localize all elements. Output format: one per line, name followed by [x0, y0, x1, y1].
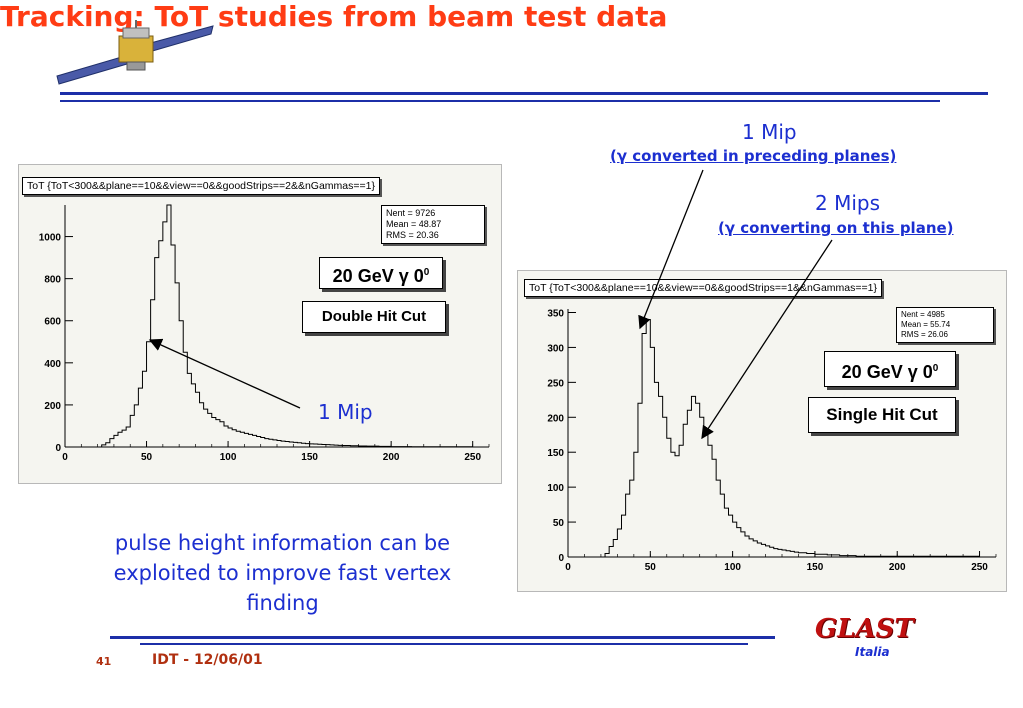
satellite-logo-icon	[56, 20, 214, 85]
left-histogram-line	[65, 204, 473, 448]
left-energy-label: 20 GeV γ 00	[319, 257, 443, 289]
left-histogram: 0 50 100 150 200 250 0 200 400 600 800 1000	[39, 204, 490, 463]
right-histogram-line	[568, 318, 980, 558]
left-stats-box: Nent = 9726 Mean = 48.87 RMS = 20.36	[381, 205, 485, 244]
left-x-tick-label: 0	[62, 452, 68, 463]
title-rule	[60, 92, 988, 95]
right-y-tick-label: 300	[547, 343, 564, 354]
right-histogram: 0 50 100 150 200 250 0 50 100 150 200 250 300 350	[547, 308, 997, 573]
right-plot-title: ToT {ToT<300&&plane==10&&view==0&&goodSt…	[524, 279, 883, 297]
left-stats-rms: RMS = 20.36	[386, 230, 439, 240]
right-energy-sup: 0	[932, 363, 939, 374]
right-y-tick-label: 0	[558, 553, 564, 564]
right-cut-label: Single Hit Cut	[808, 397, 956, 433]
right-1mip-label: 1 Mip	[742, 120, 797, 144]
footer-rule	[110, 636, 775, 639]
left-stats-nent: Nent = 9726	[386, 208, 436, 218]
right-histogram-panel: ToT {ToT<300&&plane==10&&view==0&&goodSt…	[517, 270, 1007, 592]
left-energy-text: 20 GeV γ 0	[332, 266, 424, 286]
right-x-tick-label: 0	[565, 562, 571, 573]
left-x-tick-label: 150	[301, 452, 318, 463]
page-title: Tracking: ToT studies from beam test dat…	[0, 0, 668, 33]
left-1mip-arrow	[148, 338, 301, 409]
left-1mip-label: 1 Mip	[318, 400, 373, 424]
left-y-tick-label: 600	[44, 317, 61, 328]
glast-logo: GLAST	[815, 614, 914, 644]
left-y-tick-label: 400	[44, 359, 61, 370]
right-x-tick-label: 200	[889, 562, 906, 573]
right-2mips-sub: (γ converting on this plane)	[718, 219, 954, 237]
right-x-tick-label: 50	[645, 562, 657, 573]
title-rule-thin	[60, 100, 940, 102]
right-energy-text: 20 GeV γ 0	[841, 362, 933, 382]
glast-logo-sub: Italia	[855, 645, 890, 659]
right-1mip-sub: (γ converted in preceding planes)	[610, 147, 897, 165]
right-2mips-label: 2 Mips	[815, 191, 881, 215]
right-energy-label: 20 GeV γ 00	[824, 351, 956, 387]
right-x-tick-label: 150	[807, 562, 824, 573]
right-y-tick-label: 250	[547, 378, 564, 389]
left-y-tick-label: 0	[55, 443, 61, 454]
right-stats-nent: Nent = 4985	[901, 310, 945, 319]
right-x-tick-label: 250	[971, 562, 988, 573]
right-stats-rms: RMS = 26.06	[901, 330, 948, 339]
left-x-tick-label: 100	[220, 452, 237, 463]
left-stats-mean: Mean = 48.87	[386, 219, 442, 229]
left-y-tick-label: 1000	[39, 233, 62, 244]
left-cut-label: Double Hit Cut	[302, 301, 446, 333]
footer-rule-thin	[140, 643, 748, 645]
left-histogram-panel: ToT {ToT<300&&plane==10&&view==0&&goodSt…	[18, 164, 502, 484]
left-x-tick-label: 50	[141, 452, 153, 463]
right-stats-box: Nent = 4985 Mean = 55.74 RMS = 26.06	[896, 307, 994, 343]
right-y-tick-label: 150	[547, 448, 564, 459]
left-plot-title: ToT {ToT<300&&plane==10&&view==0&&goodSt…	[22, 177, 381, 195]
left-y-tick-label: 800	[44, 275, 61, 286]
left-x-tick-label: 250	[464, 452, 481, 463]
right-y-tick-label: 50	[553, 518, 565, 529]
right-y-tick-label: 200	[547, 413, 564, 424]
right-y-tick-label: 100	[547, 483, 564, 494]
left-energy-sup: 0	[423, 267, 430, 278]
event-label: IDT - 12/06/01	[152, 652, 263, 668]
left-x-tick-label: 200	[383, 452, 400, 463]
right-2mips-arrow	[701, 239, 833, 440]
body-text: pulse height information can be exploite…	[113, 531, 452, 615]
right-1mip-arrow	[638, 169, 704, 330]
left-y-tick-label: 200	[44, 401, 61, 412]
right-x-tick-label: 100	[724, 562, 741, 573]
page-number: 41	[96, 655, 112, 668]
right-stats-mean: Mean = 55.74	[901, 320, 951, 329]
right-y-tick-label: 350	[547, 308, 564, 319]
